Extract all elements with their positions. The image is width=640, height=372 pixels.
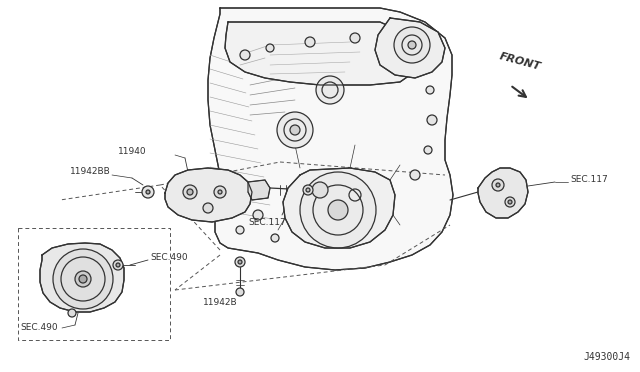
Circle shape [79, 275, 87, 283]
Circle shape [116, 263, 120, 267]
Circle shape [240, 50, 250, 60]
Text: 11942B: 11942B [203, 298, 237, 307]
Polygon shape [40, 243, 124, 312]
Polygon shape [248, 180, 270, 200]
Circle shape [187, 189, 193, 195]
Circle shape [183, 185, 197, 199]
Circle shape [350, 33, 360, 43]
Circle shape [241, 191, 249, 199]
Circle shape [427, 115, 437, 125]
Circle shape [316, 76, 344, 104]
Polygon shape [375, 18, 445, 78]
Circle shape [68, 309, 76, 317]
Circle shape [214, 186, 226, 198]
Circle shape [277, 112, 313, 148]
Text: 11940: 11940 [118, 148, 147, 157]
Circle shape [410, 170, 420, 180]
Text: J49300J4: J49300J4 [583, 352, 630, 362]
Circle shape [505, 197, 515, 207]
Circle shape [266, 44, 274, 52]
Polygon shape [208, 8, 453, 270]
Text: SEC.117: SEC.117 [570, 174, 608, 183]
Circle shape [496, 183, 500, 187]
Circle shape [203, 203, 213, 213]
Circle shape [492, 179, 504, 191]
Circle shape [424, 146, 432, 154]
Circle shape [410, 60, 420, 70]
Circle shape [218, 190, 222, 194]
Circle shape [508, 200, 512, 204]
Circle shape [394, 27, 430, 63]
Polygon shape [165, 168, 252, 222]
Circle shape [253, 210, 263, 220]
Circle shape [142, 186, 154, 198]
Circle shape [303, 185, 313, 195]
Circle shape [75, 271, 91, 287]
Circle shape [305, 37, 315, 47]
Text: SEC.490: SEC.490 [150, 253, 188, 262]
Text: SEC.490: SEC.490 [20, 324, 58, 333]
Circle shape [146, 190, 150, 194]
Circle shape [53, 249, 113, 309]
Polygon shape [225, 22, 415, 85]
Circle shape [238, 260, 242, 264]
Polygon shape [283, 168, 395, 248]
Circle shape [408, 41, 416, 49]
Circle shape [426, 86, 434, 94]
Text: 11942BB: 11942BB [70, 167, 111, 176]
Circle shape [271, 234, 279, 242]
Circle shape [236, 288, 244, 296]
Circle shape [312, 182, 328, 198]
Circle shape [306, 188, 310, 192]
Text: FRONT: FRONT [498, 51, 542, 72]
Polygon shape [478, 168, 528, 218]
Circle shape [235, 257, 245, 267]
Circle shape [236, 226, 244, 234]
Circle shape [328, 200, 348, 220]
Circle shape [300, 172, 376, 248]
Circle shape [290, 125, 300, 135]
Circle shape [113, 260, 123, 270]
Text: SEC.117: SEC.117 [248, 218, 285, 227]
Circle shape [391, 41, 399, 49]
